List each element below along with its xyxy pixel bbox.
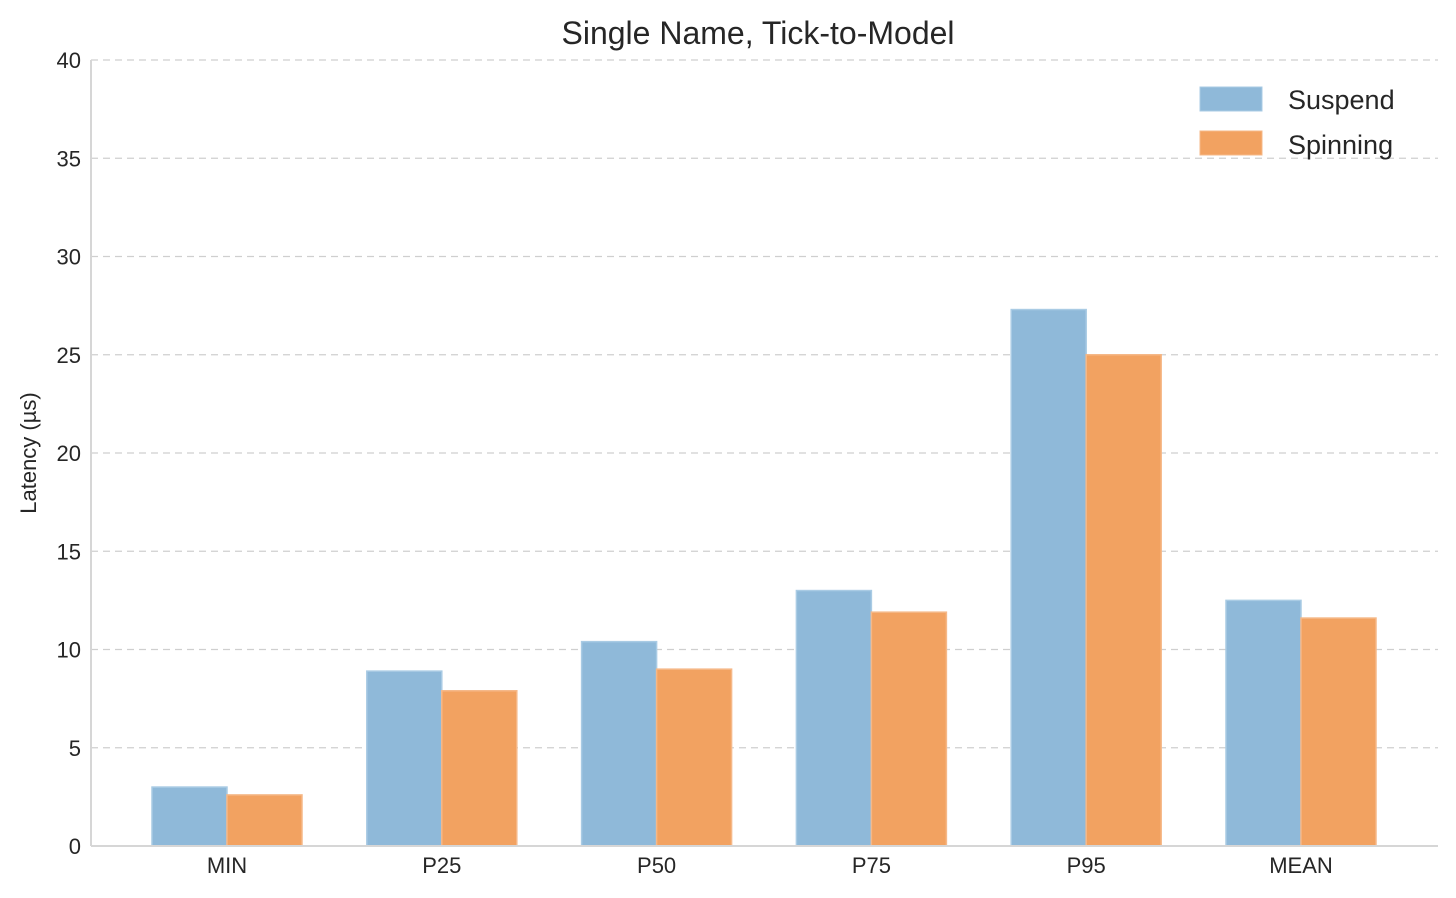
bar-spinning-min (226, 794, 303, 847)
bar-spinning-p95 (1085, 354, 1162, 847)
bar-suspend-mean (1225, 599, 1302, 847)
x-tick-label: P50 (637, 853, 676, 878)
legend-swatch-suspend (1199, 86, 1263, 112)
y-tick-label: 0 (69, 834, 81, 859)
x-tick-label: MIN (207, 853, 247, 878)
bar-spinning-p50 (655, 668, 733, 847)
x-tick-label: P75 (852, 853, 891, 878)
x-tick-label: MEAN (1269, 853, 1333, 878)
legend: Suspend Spinning (1199, 85, 1395, 160)
bars (151, 308, 1377, 847)
y-tick-label: 15 (57, 539, 81, 564)
y-tick-label: 25 (57, 343, 81, 368)
bar-spinning-mean (1300, 617, 1377, 847)
y-tick-label: 40 (57, 48, 81, 73)
legend-label-suspend: Suspend (1288, 85, 1395, 115)
bar-suspend-p95 (1010, 308, 1087, 847)
y-tick-labels: 0 5 10 15 20 25 30 35 40 (57, 48, 81, 859)
bar-suspend-min (151, 786, 228, 847)
axes (90, 60, 1438, 847)
y-tick-label: 35 (57, 146, 81, 171)
x-tick-label: P25 (422, 853, 461, 878)
y-tick-label: 10 (57, 638, 81, 663)
bar-suspend-p75 (795, 589, 873, 847)
y-axis-label: Latency (µs) (16, 392, 41, 514)
chart-title: Single Name, Tick-to-Model (561, 15, 954, 51)
y-tick-label: 5 (69, 736, 81, 761)
legend-swatch-spinning (1199, 130, 1263, 156)
y-tick-label: 20 (57, 441, 81, 466)
x-tick-label: P95 (1067, 853, 1106, 878)
x-tick-labels: MIN P25 P50 P75 P95 MEAN (207, 853, 1333, 878)
bar-spinning-p25 (441, 690, 518, 847)
grid-lines (91, 59, 1438, 749)
y-tick-label: 30 (57, 245, 81, 270)
bar-suspend-p25 (366, 670, 443, 847)
bar-spinning-p75 (870, 611, 948, 847)
bar-suspend-p50 (580, 640, 658, 847)
legend-label-spinning: Spinning (1288, 130, 1393, 160)
